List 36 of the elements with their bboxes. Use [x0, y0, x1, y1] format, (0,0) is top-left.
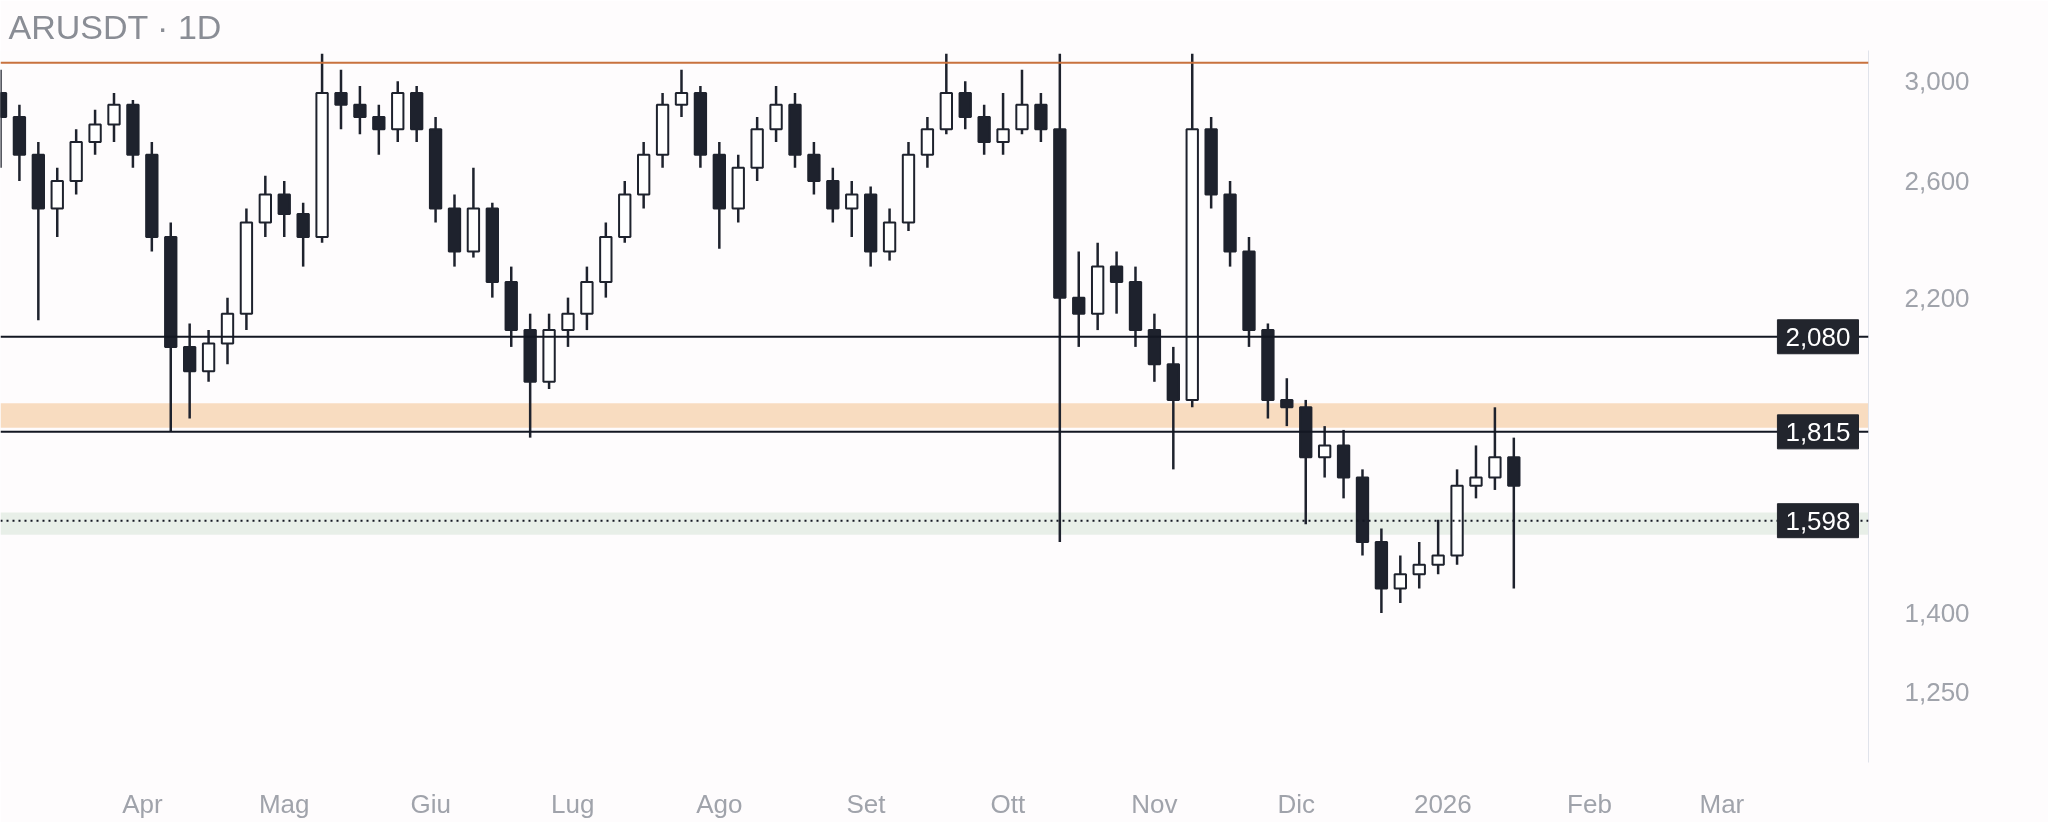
- x-tick-label: Ott: [990, 788, 1026, 819]
- candlestick: [1393, 554, 1407, 605]
- ref-line-label: 2,080: [1785, 321, 1851, 352]
- candlestick: [674, 68, 689, 119]
- chart-title: ARUSDT · 1D: [8, 7, 222, 46]
- candlestick: [1109, 250, 1124, 315]
- x-tick-label: Mar: [1699, 788, 1745, 819]
- x-tick-label: 2026: [1413, 788, 1472, 819]
- x-tick-label: Mag: [258, 788, 310, 819]
- ref-line-label: 1,598: [1785, 505, 1851, 536]
- x-tick-label: Ago: [696, 788, 743, 819]
- candlestick: [996, 91, 1010, 156]
- y-tick-label: 1,250: [1904, 677, 1970, 708]
- candlestick: [372, 103, 386, 156]
- candlestick: [1280, 376, 1294, 428]
- ref-line-label: 1,815: [1785, 416, 1851, 447]
- x-tick-label: Nov: [1131, 788, 1178, 819]
- x-tick-label: Feb: [1567, 788, 1612, 819]
- y-tick-label: 2,600: [1904, 166, 1970, 197]
- candlestick: [845, 179, 859, 239]
- x-tick-label: Dic: [1277, 788, 1316, 819]
- y-tick-label: 1,400: [1904, 598, 1970, 628]
- candlestick: [88, 108, 102, 156]
- candlestick: [1469, 444, 1483, 500]
- candlestick: [277, 179, 291, 239]
- x-tick-label: Lug: [551, 788, 595, 819]
- x-tick-label: Set: [846, 788, 887, 819]
- x-tick-label: Apr: [122, 788, 163, 819]
- candlestick: [353, 84, 367, 136]
- y-tick-label: 3,000: [1904, 66, 1970, 97]
- x-tick-label: Giu: [410, 788, 452, 819]
- candlestick: [1412, 540, 1426, 590]
- candlestick: [296, 201, 310, 268]
- y-tick-label: 2,200: [1904, 282, 1970, 313]
- candlestick: [107, 91, 121, 144]
- candlestick: [334, 68, 348, 131]
